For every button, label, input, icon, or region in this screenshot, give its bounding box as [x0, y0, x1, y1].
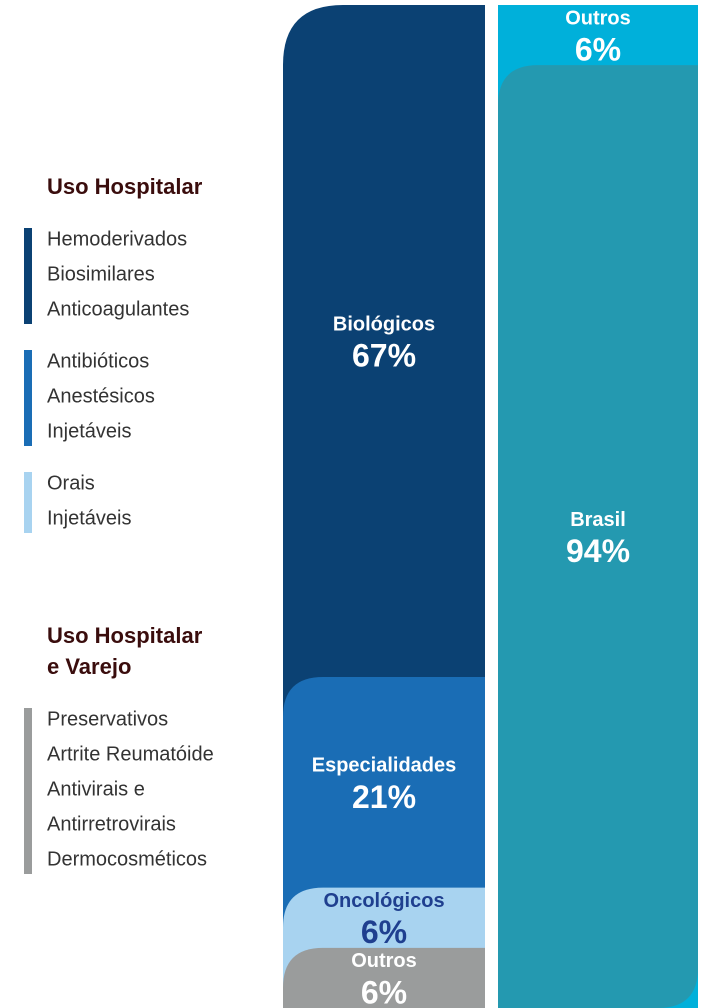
- segment-value: 6%: [361, 974, 407, 1008]
- segment-label: Brasil: [570, 509, 626, 531]
- legend-item: Artrite Reumatóide: [47, 743, 214, 765]
- legend-item: Antibióticos: [47, 350, 149, 372]
- segment-value: 6%: [575, 32, 621, 68]
- legend-item: Injetáveis: [47, 507, 132, 529]
- group-title: e Varejo: [47, 654, 131, 679]
- legend-item: Dermocosméticos: [47, 848, 207, 870]
- legend-item: Anestésicos: [47, 385, 155, 407]
- legend-item: Preservativos: [47, 708, 168, 730]
- legend-item: Hemoderivados: [47, 228, 187, 250]
- legend-swatch: [24, 708, 32, 874]
- legend-item: Antirretrovirais: [47, 813, 176, 835]
- segment: [283, 947, 485, 1008]
- segment-value: 67%: [352, 337, 416, 373]
- segment-label: Outros: [351, 950, 417, 972]
- segment-value: 94%: [566, 533, 630, 569]
- segment: [498, 65, 698, 1008]
- legend-item: Biosimilares: [47, 263, 155, 285]
- segment-value: 21%: [352, 779, 416, 815]
- legend-item: Anticoagulantes: [47, 298, 189, 320]
- legend-item: Orais: [47, 472, 95, 494]
- legend-swatch: [24, 472, 32, 533]
- segment-label: Outros: [565, 7, 631, 29]
- legend-swatch: [24, 228, 32, 324]
- legend-item: Antivirais e: [47, 778, 145, 800]
- segment-label: Especialidades: [312, 755, 457, 777]
- segment-value: 6%: [361, 914, 407, 950]
- group-title: Uso Hospitalar: [47, 174, 203, 199]
- legend-swatch: [24, 350, 32, 446]
- group-title: Uso Hospitalar: [47, 623, 203, 648]
- legend-item: Injetáveis: [47, 420, 132, 442]
- segment-label: Oncológicos: [323, 890, 444, 912]
- segment-label: Biológicos: [333, 313, 435, 335]
